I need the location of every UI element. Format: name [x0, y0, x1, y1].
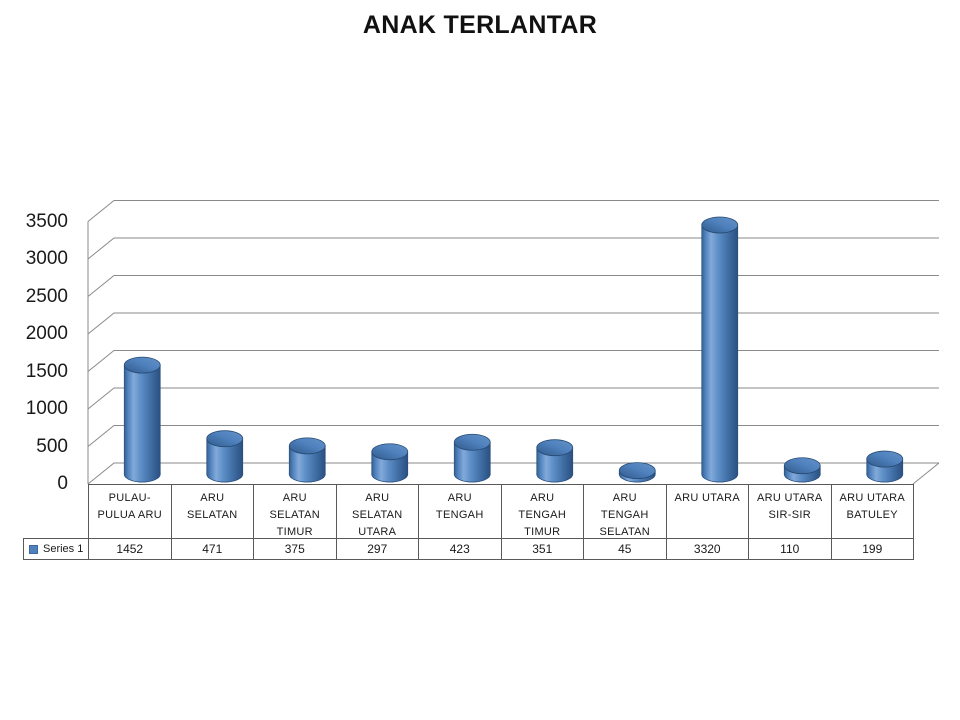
bar-cylinder	[123, 356, 161, 483]
gridline	[87, 312, 939, 335]
y-tick-label: 0	[57, 473, 68, 494]
value-cell: 297	[335, 538, 418, 560]
gridline	[87, 462, 939, 485]
gridlines	[87, 200, 939, 485]
category-label-cell: ARU TENGAH SELATAN	[583, 484, 666, 538]
chart-title: ANAK TERLANTAR	[362, 11, 598, 39]
legend-cell: Series 1	[23, 538, 88, 560]
category-label-cell: PULAU- PULUA ARU	[88, 484, 171, 538]
bar-cylinder	[618, 462, 656, 483]
floor-right-edge	[912, 462, 940, 485]
y-tick-label: 2000	[25, 323, 68, 344]
category-label-cell: ARU SELATAN	[170, 484, 253, 538]
y-tick-label: 1000	[25, 398, 68, 419]
value-cell: 351	[500, 538, 583, 560]
category-label-cell: ARU SELATAN UTARA	[335, 484, 418, 538]
legend-marker-icon	[29, 544, 38, 554]
y-tick-label: 500	[36, 435, 68, 457]
value-cell: 110	[748, 538, 831, 560]
bar-cylinder	[783, 457, 821, 483]
gridline	[87, 237, 939, 260]
bar-cylinder	[453, 433, 491, 483]
y-tick-label: 1500	[25, 360, 68, 382]
category-label-cell: ARU TENGAH	[418, 484, 501, 538]
category-label-cell: ARU SELATAN TIMUR	[253, 484, 336, 538]
y-tick-label: 3000	[25, 248, 68, 269]
table-right-edge	[913, 484, 914, 560]
gridline	[87, 387, 939, 410]
category-label-cell: ARU UTARA BATULEY	[830, 484, 913, 538]
bar-cylinder	[701, 216, 739, 483]
value-cell: 375	[253, 538, 336, 560]
category-label-cell: ARU TENGAH TIMUR	[500, 484, 583, 538]
value-cell: 45	[583, 538, 666, 560]
gridline	[87, 425, 939, 447]
bars	[123, 216, 904, 483]
category-label-cell: ARU UTARA SIR-SIR	[748, 484, 831, 538]
bar-cylinder	[206, 430, 244, 483]
value-cell: 1452	[88, 538, 171, 560]
value-cell: 423	[418, 538, 501, 560]
gridline	[87, 275, 939, 297]
bar-cylinder	[866, 450, 904, 483]
value-cell: 471	[170, 538, 253, 560]
value-cell: 3320	[665, 538, 748, 560]
category-label-cell: ARU UTARA	[665, 484, 748, 538]
gridline	[87, 200, 939, 222]
bar-cylinder	[371, 443, 409, 483]
bar-cylinder	[536, 439, 574, 483]
gridline	[87, 350, 939, 372]
legend-label: Series 1	[43, 543, 84, 555]
value-cell: 199	[830, 538, 913, 560]
bar-cylinder	[288, 437, 326, 483]
y-tick-label: 3500	[25, 210, 68, 232]
y-tick-label: 2500	[25, 285, 68, 307]
